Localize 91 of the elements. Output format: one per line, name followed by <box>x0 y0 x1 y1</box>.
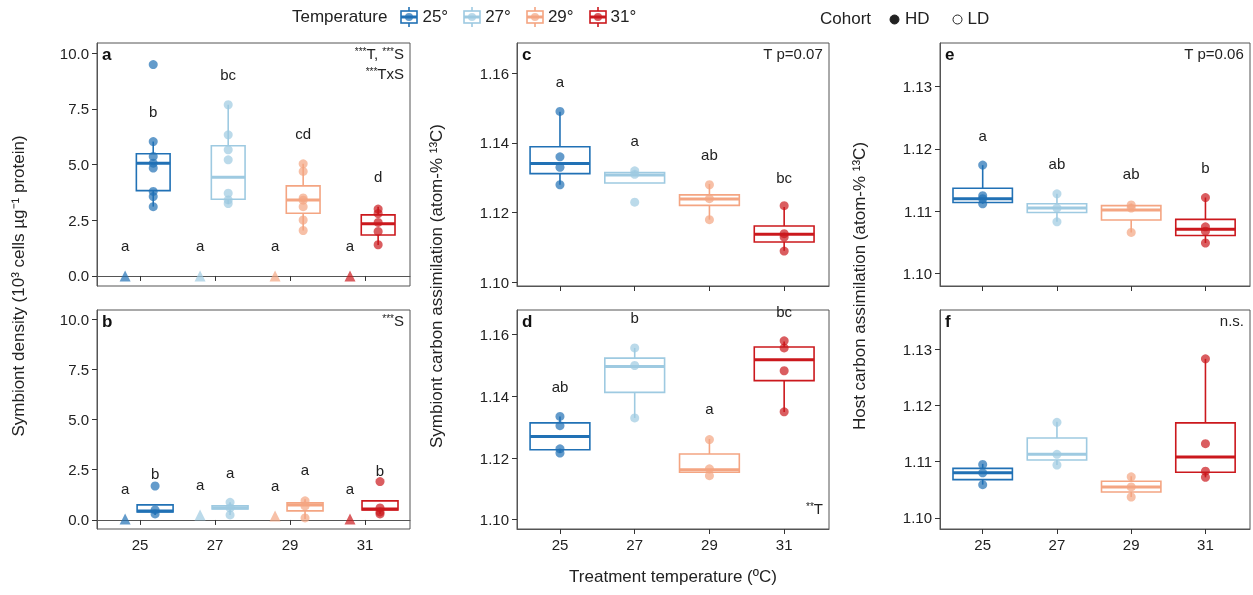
y-tick-label: 1.13 <box>902 78 932 96</box>
y-tick-label: 2.5 <box>68 211 89 229</box>
x-tick-label: 25 <box>551 536 569 553</box>
y-tick-label: 7.5 <box>68 100 89 118</box>
y-tick-label: 5.0 <box>68 411 89 428</box>
x-axis-title: Treatment temperature (ºC) <box>569 567 777 587</box>
annotation: f <box>945 312 951 331</box>
annotation: a <box>630 132 640 150</box>
annotation: a <box>195 476 205 494</box>
y-tick-label: 10.0 <box>59 310 89 328</box>
annotation: ***TxS <box>365 65 404 82</box>
x-tick-label: 27 <box>1048 536 1066 553</box>
legend-label: 25° <box>422 7 449 27</box>
x-tick-label: 29 <box>1122 536 1140 553</box>
annotation: b <box>150 465 160 483</box>
y-tick-label: 1.11 <box>903 453 932 471</box>
x-tick-label: 27 <box>206 536 224 553</box>
category-label: LD <box>967 9 990 29</box>
x-tick-label: 31 <box>775 536 793 553</box>
annotation: a <box>270 477 280 495</box>
y-tick-label: 0.0 <box>68 511 89 529</box>
annotation: a <box>555 73 565 91</box>
y-tick-label: 2.5 <box>68 461 89 479</box>
annotation: a <box>270 237 280 255</box>
y-tick-label: 1.10 <box>479 511 509 529</box>
annotation: T p=0.06 <box>1184 45 1244 62</box>
annotation: a <box>225 463 235 481</box>
annotation: bc <box>776 168 793 186</box>
annotation: d <box>522 312 533 331</box>
legend-label: 31° <box>610 7 637 27</box>
annotation: a <box>345 237 355 255</box>
annotation: ab <box>701 145 718 163</box>
y-tick-label: 1.14 <box>479 134 509 152</box>
y-tick-label: 5.0 <box>68 156 89 173</box>
annotation: b <box>375 462 385 480</box>
legend-label: 27° <box>485 7 511 27</box>
y-tick-label: 1.12 <box>479 449 509 467</box>
annotation: a <box>345 480 355 498</box>
y-tick-label: 1.16 <box>479 326 509 344</box>
x-tick-label: 27 <box>626 536 644 553</box>
x-tick-label: 29 <box>281 536 299 553</box>
y-tick-label: 0.0 <box>68 267 89 285</box>
y-tick-label: 1.16 <box>479 64 509 82</box>
annotation: **T <box>806 500 824 517</box>
annotation: a <box>705 400 715 418</box>
y-tick-label: 1.14 <box>479 387 509 405</box>
annotation: ab <box>1122 165 1140 183</box>
annotation: ***T, ***S <box>354 45 405 62</box>
x-tick-label: 31 <box>356 536 374 553</box>
y-tick-label: 1.13 <box>902 340 932 358</box>
x-tick-label: 25 <box>974 536 992 553</box>
annotation: b <box>630 309 639 327</box>
y-tick-label: 1.10 <box>902 265 932 283</box>
y-axis-title: Symbiont density (10³ cells µg⁻¹ protein) <box>7 135 29 437</box>
y-tick-label: 7.5 <box>68 360 89 378</box>
annotation: a <box>300 460 310 478</box>
legend-label: 29° <box>547 7 574 27</box>
y-tick-label: 1.12 <box>902 140 932 158</box>
annotation: bc <box>220 66 237 84</box>
y-tick-label: 1.10 <box>902 509 932 527</box>
legend-title: Temperature <box>292 7 388 27</box>
annotation: d <box>373 168 383 186</box>
annotation: b <box>102 312 113 331</box>
x-tick-label: 25 <box>131 536 149 553</box>
y-tick-label: 1.11 <box>903 202 932 220</box>
y-axis-title: Host carbon assimilation (atom-% ¹³C) <box>850 141 870 431</box>
y-tick-label: 1.12 <box>902 396 932 414</box>
annotation: ab <box>1048 155 1066 173</box>
y-tick-label: 1.10 <box>479 274 509 292</box>
annotation: b <box>149 103 158 121</box>
annotation: a <box>978 126 988 144</box>
annotation: a <box>120 480 130 498</box>
y-tick-label: 10.0 <box>59 44 89 62</box>
annotation: bc <box>776 302 793 320</box>
annotation: b <box>1201 159 1210 177</box>
annotation: n.s. <box>1219 312 1245 329</box>
annotation: a <box>120 237 130 255</box>
legend-title: Cohort <box>820 9 872 29</box>
annotation: T p=0.07 <box>763 45 823 62</box>
annotation: cd <box>295 125 312 143</box>
x-tick-label: 29 <box>701 536 718 553</box>
y-axis-title: Symbiont carbon assimilation (atom-% ¹³C) <box>427 123 447 449</box>
y-tick-label: 1.12 <box>479 204 509 222</box>
annotation: ab <box>551 377 569 395</box>
annotation: e <box>945 45 955 64</box>
annotation: a <box>195 237 205 255</box>
category-label: HD <box>905 9 930 29</box>
annotation: ***S <box>382 312 405 329</box>
annotation: c <box>522 45 532 64</box>
x-tick-label: 31 <box>1197 536 1214 553</box>
annotation: a <box>102 45 112 64</box>
